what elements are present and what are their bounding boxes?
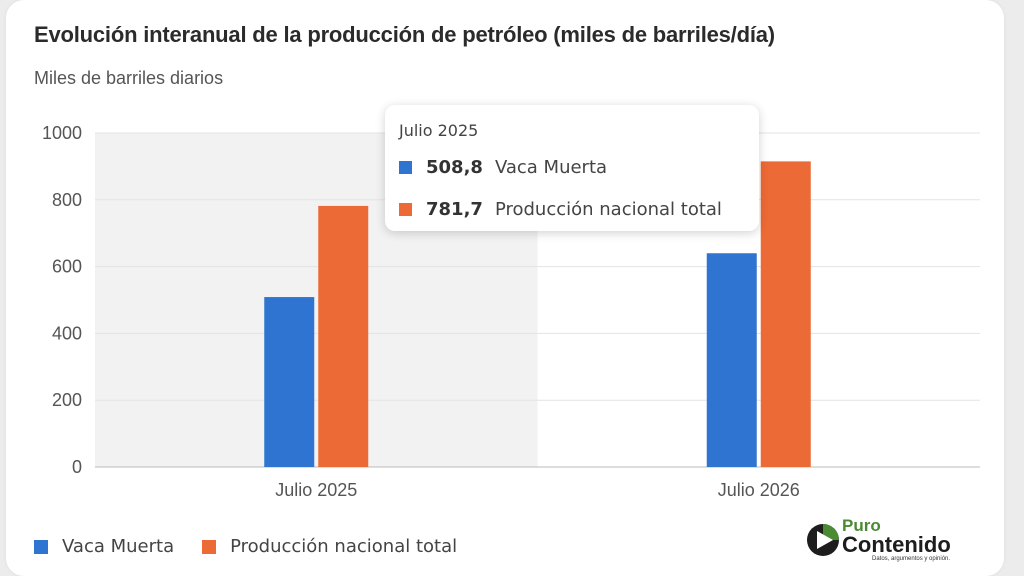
tooltip-value-produccion-total: 781,7 [426, 199, 483, 220]
y-axis-label: Miles de barriles diarios [34, 68, 224, 88]
tooltip: Julio 2025 508,8 Vaca Muerta 781,7 Produ… [385, 105, 759, 231]
x-tick-label: Julio 2025 [275, 480, 357, 500]
tooltip-row-vaca-muerta: 508,8 Vaca Muerta [399, 157, 607, 178]
bar [318, 205, 369, 467]
x-tick-label: Julio 2026 [718, 480, 800, 500]
logo-text-contenido: Contenido [842, 532, 951, 557]
tooltip-title: Julio 2025 [399, 121, 479, 140]
legend-item-vaca-muerta[interactable]: Vaca Muerta [34, 536, 174, 557]
tooltip-row-produccion-total: 781,7 Producción nacional total [399, 199, 722, 220]
y-tick-label: 600 [52, 257, 82, 277]
tooltip-name-produccion-total: Producción nacional total [494, 199, 722, 220]
y-tick-label: 0 [72, 457, 82, 477]
tooltip-value-vaca-muerta: 508,8 [426, 157, 483, 178]
legend-item-produccion-total[interactable]: Producción nacional total [202, 536, 457, 557]
puro-contenido-logo: Puro Contenido Datos, argumentos y opini… [806, 516, 976, 564]
legend-label-vaca-muerta: Vaca Muerta [62, 536, 175, 557]
bar [706, 253, 757, 467]
bar [264, 297, 315, 467]
legend-swatch-vaca-muerta [34, 539, 48, 554]
legend-label-produccion-total: Producción nacional total [230, 536, 458, 557]
legend-swatch-produccion-total [202, 539, 217, 554]
y-tick-label: 800 [52, 190, 82, 210]
chart-title: Evolución interanual de la producción de… [34, 22, 775, 47]
tooltip-swatch-produccion-total [399, 203, 412, 216]
tooltip-name-vaca-muerta: Vaca Muerta [494, 157, 608, 178]
logo-text-puro: Puro [842, 516, 881, 535]
bar [760, 161, 811, 467]
y-tick-label: 1000 [42, 123, 82, 143]
legend: Vaca Muerta Producción nacional total [34, 536, 485, 557]
y-tick-label: 200 [52, 390, 82, 410]
tooltip-swatch-vaca-muerta [399, 161, 412, 174]
play-logo-icon [807, 524, 839, 556]
logo-tagline: Datos, argumentos y opinión. [872, 556, 951, 562]
y-tick-label: 400 [52, 323, 82, 343]
